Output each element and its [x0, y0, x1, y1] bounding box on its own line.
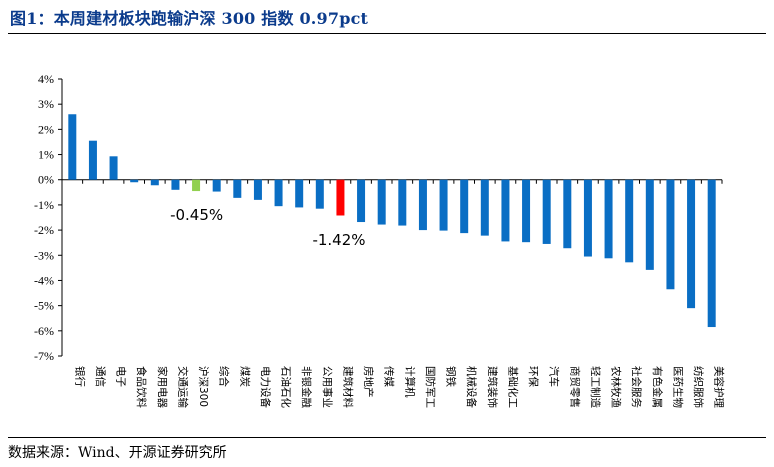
bar — [171, 179, 180, 190]
y-tick-label: 0% — [38, 173, 54, 187]
bar — [377, 179, 386, 225]
x-tick-label: 美容护理 — [713, 366, 726, 408]
bar — [212, 179, 221, 192]
x-tick-label: 通信 — [94, 366, 106, 387]
x-tick-label: 煤炭 — [238, 366, 251, 387]
data-source: 数据来源：Wind、开源证券研究所 — [8, 445, 227, 461]
bar — [542, 179, 551, 244]
y-tick-label: -1% — [34, 198, 54, 212]
x-tick-label: 公用事业 — [321, 366, 334, 408]
bar — [687, 179, 696, 309]
bar — [88, 140, 97, 180]
x-tick-label: 环保 — [527, 366, 540, 387]
x-tick-label: 钢铁 — [445, 366, 458, 387]
x-tick-label: 有色金属 — [651, 366, 664, 408]
x-tick-label: 国防军工 — [424, 366, 437, 408]
bar — [418, 179, 427, 231]
bar — [150, 179, 159, 186]
bar — [398, 179, 407, 226]
title-divider — [8, 33, 766, 34]
x-tick-label: 医药生物 — [671, 366, 684, 408]
bar — [109, 156, 118, 180]
data-annotation: -0.45% — [170, 206, 223, 224]
x-tick-label: 综合 — [218, 366, 231, 387]
bar — [501, 179, 510, 242]
y-tick-label: -4% — [34, 273, 54, 287]
x-tick-label: 食品饮料 — [135, 366, 148, 408]
x-tick-label: 电力设备 — [259, 366, 272, 408]
bar — [439, 179, 448, 231]
y-tick-label: -2% — [34, 223, 54, 237]
x-tick-label: 纺织服饰 — [692, 366, 705, 408]
x-tick-label: 基础化工 — [506, 366, 519, 408]
x-tick-label: 非银金融 — [300, 366, 313, 408]
y-tick-label: 4% — [38, 72, 54, 86]
bar — [625, 179, 634, 263]
x-tick-label: 农林牧渔 — [610, 366, 623, 408]
y-tick-label: -6% — [34, 324, 54, 338]
y-tick-label: 2% — [38, 122, 54, 136]
x-tick-label: 社会服务 — [630, 366, 643, 408]
x-tick-label: 交通运输 — [176, 366, 189, 408]
x-tick-label: 房地产 — [362, 366, 375, 398]
bar — [233, 179, 242, 198]
y-tick-label: -5% — [34, 299, 54, 313]
bar — [315, 179, 324, 209]
x-tick-label: 建筑装饰 — [486, 366, 499, 408]
bar — [336, 179, 345, 216]
bar — [563, 179, 572, 249]
x-tick-label: 汽车 — [548, 366, 561, 387]
bar — [192, 179, 201, 192]
x-tick-label: 石油石化 — [280, 366, 293, 408]
bar — [583, 179, 592, 257]
x-tick-label: 机械设备 — [465, 366, 478, 408]
bar — [68, 114, 77, 180]
bar — [707, 179, 716, 328]
data-annotation: -1.42% — [312, 231, 365, 249]
x-tick-label: 银行 — [73, 366, 86, 387]
x-tick-label: 计算机 — [403, 366, 416, 398]
bar — [130, 179, 139, 183]
y-tick-label: 3% — [38, 97, 54, 111]
bar — [253, 179, 262, 200]
bar — [666, 179, 675, 290]
bar — [522, 179, 531, 243]
y-tick-label: -3% — [34, 248, 54, 262]
bar — [295, 179, 304, 208]
x-tick-label: 电子 — [115, 366, 128, 387]
bar — [645, 179, 654, 270]
x-tick-label: 传媒 — [383, 366, 396, 387]
y-tick-label: -7% — [34, 349, 54, 363]
source-divider — [8, 437, 766, 438]
bar — [480, 179, 489, 236]
x-tick-label: 建筑材料 — [341, 366, 354, 408]
bar — [274, 179, 283, 207]
chart-title: 图1：本周建材板块跑输沪深 300 指数 0.97pct — [10, 9, 369, 28]
x-tick-label: 轻工制造 — [589, 366, 602, 408]
x-tick-label: 家用电器 — [156, 366, 169, 408]
bar — [357, 179, 366, 223]
x-tick-label: 沪深300 — [197, 366, 210, 407]
bar — [460, 179, 469, 234]
y-tick-label: 1% — [38, 148, 54, 162]
x-tick-label: 商贸零售 — [568, 366, 581, 408]
bar — [604, 179, 613, 259]
